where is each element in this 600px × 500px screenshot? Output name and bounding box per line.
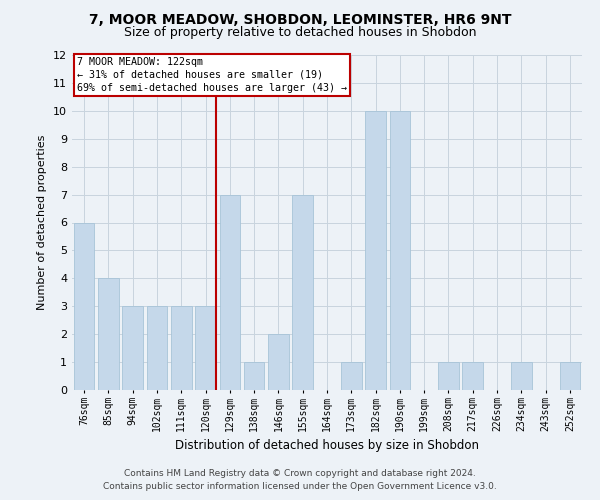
X-axis label: Distribution of detached houses by size in Shobdon: Distribution of detached houses by size … xyxy=(175,439,479,452)
Bar xyxy=(171,306,191,390)
Bar xyxy=(244,362,265,390)
Bar xyxy=(98,278,119,390)
Bar xyxy=(268,334,289,390)
Text: Size of property relative to detached houses in Shobdon: Size of property relative to detached ho… xyxy=(124,26,476,39)
Bar xyxy=(341,362,362,390)
Y-axis label: Number of detached properties: Number of detached properties xyxy=(37,135,47,310)
Bar xyxy=(220,194,240,390)
Text: Contains HM Land Registry data © Crown copyright and database right 2024.
Contai: Contains HM Land Registry data © Crown c… xyxy=(103,470,497,491)
Bar xyxy=(195,306,216,390)
Bar xyxy=(560,362,580,390)
Bar xyxy=(438,362,459,390)
Bar xyxy=(389,111,410,390)
Bar xyxy=(463,362,483,390)
Text: 7 MOOR MEADOW: 122sqm
← 31% of detached houses are smaller (19)
69% of semi-deta: 7 MOOR MEADOW: 122sqm ← 31% of detached … xyxy=(77,56,347,93)
Bar xyxy=(122,306,143,390)
Bar xyxy=(292,194,313,390)
Bar xyxy=(146,306,167,390)
Bar xyxy=(74,222,94,390)
Bar xyxy=(365,111,386,390)
Text: 7, MOOR MEADOW, SHOBDON, LEOMINSTER, HR6 9NT: 7, MOOR MEADOW, SHOBDON, LEOMINSTER, HR6… xyxy=(89,12,511,26)
Bar xyxy=(511,362,532,390)
